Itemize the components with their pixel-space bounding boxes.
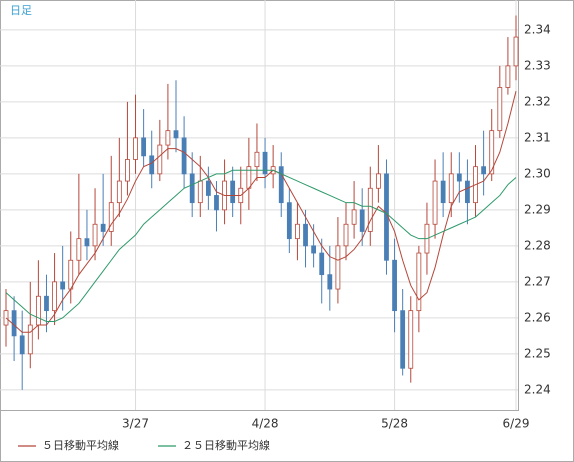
y-tick-label: 2.26: [524, 310, 551, 324]
y-tick-label: 2.32: [524, 94, 551, 108]
y-tick-label: 2.33: [524, 58, 551, 72]
candle-body: [408, 310, 414, 369]
candle-body: [92, 223, 98, 247]
candle-body: [278, 166, 284, 204]
candle-body: [505, 65, 511, 88]
candle-body: [76, 238, 82, 261]
candle-body: [311, 245, 317, 254]
candle-body: [392, 259, 397, 312]
candle-body: [319, 252, 325, 276]
y-tick-label: 2.34: [524, 22, 551, 36]
candle-body: [497, 87, 503, 132]
candle-body: [149, 155, 155, 175]
y-tick-label: 2.27: [524, 274, 551, 288]
ma-line: [5, 169, 517, 322]
candle-body: [19, 335, 25, 355]
legend-label: ５日移動平均線: [42, 438, 119, 452]
candle-body: [165, 130, 171, 146]
candle-body: [335, 245, 341, 290]
candle-body: [214, 195, 219, 211]
candle-body: [359, 209, 365, 232]
candle-body: [84, 238, 90, 247]
annotation: 日足: [10, 4, 32, 17]
candle-body: [400, 310, 406, 369]
candle-body: [44, 295, 49, 312]
candle-body: [375, 173, 381, 189]
y-tick-label: 2.28: [524, 238, 551, 252]
y-tick-label: 2.30: [524, 166, 551, 180]
candle-body: [157, 144, 163, 175]
candle-body: [60, 281, 66, 290]
candle-body: [133, 137, 138, 160]
candle-body: [489, 130, 495, 175]
candle-body: [116, 180, 122, 204]
y-tick-label: 2.31: [524, 130, 551, 144]
candle-body: [230, 180, 236, 204]
x-tick-label: 6/29: [503, 417, 530, 431]
candle-body: [108, 202, 114, 232]
candle-body: [141, 137, 147, 157]
candle-body: [181, 137, 187, 175]
x-tick-label: 3/27: [122, 417, 149, 431]
candle-body: [68, 259, 74, 290]
candle-body: [432, 180, 438, 225]
x-tick-label: 5/28: [381, 417, 408, 431]
x-tick-label: 4/28: [252, 417, 279, 431]
y-tick-label: 2.24: [524, 382, 551, 396]
candle-body: [513, 36, 519, 67]
y-tick-label: 2.29: [524, 202, 551, 216]
candle-body: [189, 173, 195, 204]
candle-body: [351, 209, 357, 225]
candle-body: [35, 295, 41, 326]
candle-body: [125, 159, 130, 182]
candle-body: [303, 223, 308, 247]
candle-body: [465, 180, 470, 204]
candle-body: [440, 180, 446, 204]
candle-body: [197, 180, 203, 204]
candle-body: [254, 151, 260, 168]
legend-label: ２５日移動平均線: [182, 438, 270, 452]
candle-body: [327, 274, 333, 290]
candle-body: [367, 187, 373, 232]
candle-body: [205, 180, 211, 196]
candle-body: [481, 166, 487, 175]
candle-body: [343, 223, 349, 247]
ma-line: [5, 90, 517, 333]
candle-body: [262, 151, 268, 175]
candle-body: [456, 173, 462, 182]
candle-body: [416, 252, 422, 312]
candle-body: [173, 130, 179, 139]
candle-body: [286, 202, 292, 240]
candle-body: [448, 173, 454, 204]
candle-body: [100, 223, 106, 232]
plot-frame: [0, 0, 519, 411]
candle-body: [52, 281, 57, 312]
candle-body: [295, 223, 300, 240]
y-tick-label: 2.25: [524, 346, 551, 360]
candle-body: [27, 324, 33, 355]
